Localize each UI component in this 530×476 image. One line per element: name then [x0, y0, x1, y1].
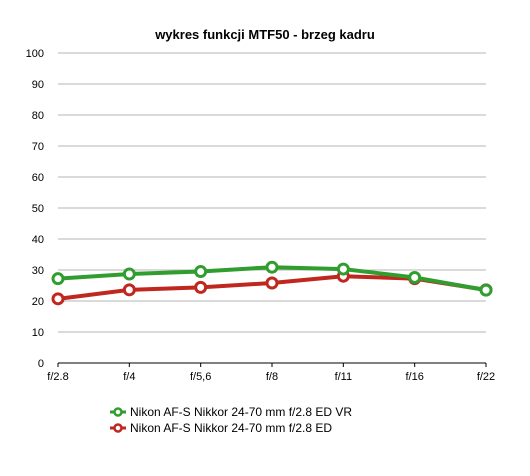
chart-title: wykres funkcji MTF50 - brzeg kadru: [155, 27, 375, 42]
gridlines: [58, 52, 486, 333]
x-tick-label: f/22: [477, 371, 495, 383]
data-point: [194, 265, 208, 279]
data-point: [122, 267, 136, 281]
legend-marker-series-1: [110, 407, 126, 417]
data-point: [51, 272, 65, 286]
legend: Nikon AF-S Nikkor 24-70 mm f/2.8 ED VR N…: [110, 404, 352, 436]
y-tick-label: 40: [32, 234, 44, 246]
data-point: [51, 292, 65, 306]
series-1: [51, 260, 493, 297]
data-point: [122, 283, 136, 297]
legend-item-series-2: Nikon AF-S Nikkor 24-70 mm f/2.8 ED: [110, 420, 352, 436]
x-tick-label: f/5,6: [190, 371, 211, 383]
x-axis-labels: f/2.8 f/4 f/5,6 f/8 f/11 f/16 f/22: [47, 363, 495, 383]
y-tick-label: 60: [32, 172, 44, 184]
legend-item-series-1: Nikon AF-S Nikkor 24-70 mm f/2.8 ED VR: [110, 404, 352, 420]
data-point: [265, 260, 279, 274]
y-tick-label: 50: [32, 203, 44, 215]
data-point: [336, 262, 350, 276]
legend-marker-series-2: [110, 423, 126, 433]
y-tick-label: 100: [26, 48, 44, 60]
data-point: [479, 283, 493, 297]
x-tick-label: f/2.8: [47, 371, 68, 383]
y-tick-label: 10: [32, 327, 44, 339]
legend-label-series-2: Nikon AF-S Nikkor 24-70 mm f/2.8 ED: [130, 421, 333, 435]
y-tick-label: 70: [32, 141, 44, 153]
x-tick-label: f/16: [405, 371, 423, 383]
y-axis-labels: 0 10 20 30 40 50 60 70 80 90 100: [26, 48, 44, 370]
y-tick-label: 90: [32, 79, 44, 91]
y-tick-label: 0: [38, 358, 44, 370]
y-tick-label: 80: [32, 110, 44, 122]
x-tick-label: f/8: [266, 371, 278, 383]
x-tick-label: f/4: [123, 371, 135, 383]
y-tick-label: 20: [32, 296, 44, 308]
series-layer: [51, 260, 493, 306]
legend-label-series-1: Nikon AF-S Nikkor 24-70 mm f/2.8 ED VR: [130, 405, 353, 419]
data-point: [194, 280, 208, 294]
y-tick-label: 30: [32, 265, 44, 277]
data-point: [408, 270, 422, 284]
x-tick-label: f/11: [335, 371, 353, 383]
data-point: [265, 276, 279, 290]
